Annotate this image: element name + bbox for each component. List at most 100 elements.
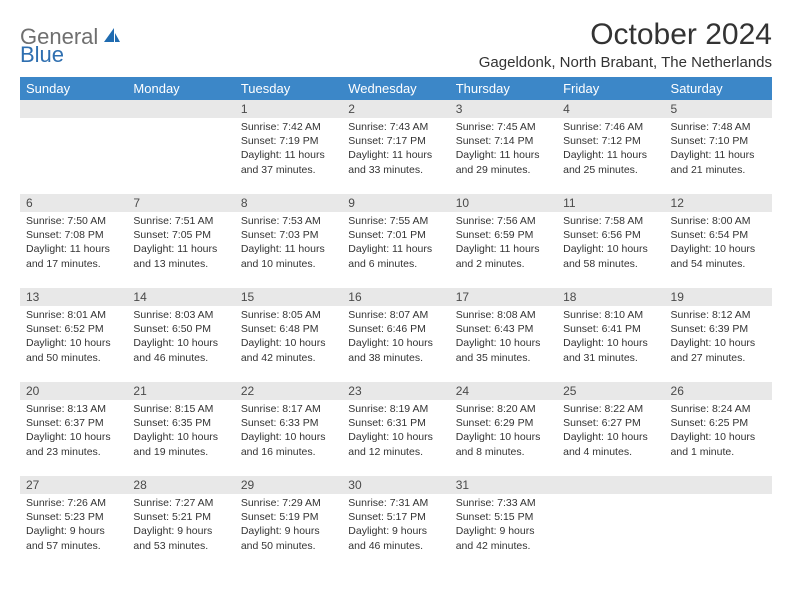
daylight-text: Daylight: 10 hours and 46 minutes.: [133, 336, 228, 364]
sunrise-text: Sunrise: 7:29 AM: [241, 496, 336, 510]
sunset-text: Sunset: 6:29 PM: [456, 416, 551, 430]
sunrise-text: Sunrise: 8:19 AM: [348, 402, 443, 416]
day-content: Sunrise: 8:08 AMSunset: 6:43 PMDaylight:…: [450, 306, 557, 369]
logo-blue-line: Blue: [20, 42, 64, 68]
day-number: 21: [127, 382, 152, 400]
calendar-day-cell: 16Sunrise: 8:07 AMSunset: 6:46 PMDayligh…: [342, 288, 449, 382]
sunrise-text: Sunrise: 8:20 AM: [456, 402, 551, 416]
day-content: Sunrise: 7:26 AMSunset: 5:23 PMDaylight:…: [20, 494, 127, 557]
calendar-day-cell: 29Sunrise: 7:29 AMSunset: 5:19 PMDayligh…: [235, 476, 342, 570]
calendar-page: General October 2024 Gageldonk, North Br…: [0, 0, 792, 570]
calendar-empty-cell: [20, 100, 127, 194]
day-content: Sunrise: 8:24 AMSunset: 6:25 PMDaylight:…: [665, 400, 772, 463]
day-content: Sunrise: 8:17 AMSunset: 6:33 PMDaylight:…: [235, 400, 342, 463]
sunset-text: Sunset: 6:50 PM: [133, 322, 228, 336]
calendar-week-row: 20Sunrise: 8:13 AMSunset: 6:37 PMDayligh…: [20, 382, 772, 476]
day-content: Sunrise: 7:43 AMSunset: 7:17 PMDaylight:…: [342, 118, 449, 181]
calendar-day-cell: 14Sunrise: 8:03 AMSunset: 6:50 PMDayligh…: [127, 288, 234, 382]
calendar-day-cell: 5Sunrise: 7:48 AMSunset: 7:10 PMDaylight…: [665, 100, 772, 194]
sunrise-text: Sunrise: 8:01 AM: [26, 308, 121, 322]
day-number: 28: [127, 476, 152, 494]
daylight-text: Daylight: 10 hours and 16 minutes.: [241, 430, 336, 458]
calendar-week-row: 13Sunrise: 8:01 AMSunset: 6:52 PMDayligh…: [20, 288, 772, 382]
day-number: 1: [235, 100, 254, 118]
sunrise-text: Sunrise: 7:33 AM: [456, 496, 551, 510]
day-number: 20: [20, 382, 45, 400]
calendar-day-cell: 11Sunrise: 7:58 AMSunset: 6:56 PMDayligh…: [557, 194, 664, 288]
day-number: 24: [450, 382, 475, 400]
calendar-day-cell: 4Sunrise: 7:46 AMSunset: 7:12 PMDaylight…: [557, 100, 664, 194]
daylight-text: Daylight: 9 hours and 57 minutes.: [26, 524, 121, 552]
sunrise-text: Sunrise: 7:46 AM: [563, 120, 658, 134]
sunset-text: Sunset: 6:48 PM: [241, 322, 336, 336]
day-number: 6: [20, 194, 39, 212]
daylight-text: Daylight: 11 hours and 17 minutes.: [26, 242, 121, 270]
day-content: Sunrise: 7:51 AMSunset: 7:05 PMDaylight:…: [127, 212, 234, 275]
calendar-day-cell: 27Sunrise: 7:26 AMSunset: 5:23 PMDayligh…: [20, 476, 127, 570]
daylight-text: Daylight: 10 hours and 38 minutes.: [348, 336, 443, 364]
day-number: 22: [235, 382, 260, 400]
calendar-empty-cell: [665, 476, 772, 570]
calendar-empty-cell: [127, 100, 234, 194]
calendar-day-cell: 18Sunrise: 8:10 AMSunset: 6:41 PMDayligh…: [557, 288, 664, 382]
calendar-day-cell: 7Sunrise: 7:51 AMSunset: 7:05 PMDaylight…: [127, 194, 234, 288]
daylight-text: Daylight: 11 hours and 37 minutes.: [241, 148, 336, 176]
day-content: Sunrise: 8:10 AMSunset: 6:41 PMDaylight:…: [557, 306, 664, 369]
calendar-day-cell: 22Sunrise: 8:17 AMSunset: 6:33 PMDayligh…: [235, 382, 342, 476]
day-number: 27: [20, 476, 45, 494]
day-number: 31: [450, 476, 475, 494]
sunset-text: Sunset: 6:39 PM: [671, 322, 766, 336]
calendar-day-cell: 1Sunrise: 7:42 AMSunset: 7:19 PMDaylight…: [235, 100, 342, 194]
daylight-text: Daylight: 10 hours and 19 minutes.: [133, 430, 228, 458]
sunset-text: Sunset: 7:14 PM: [456, 134, 551, 148]
day-content: Sunrise: 8:07 AMSunset: 6:46 PMDaylight:…: [342, 306, 449, 369]
sunset-text: Sunset: 6:37 PM: [26, 416, 121, 430]
sunrise-text: Sunrise: 7:43 AM: [348, 120, 443, 134]
calendar-day-cell: 6Sunrise: 7:50 AMSunset: 7:08 PMDaylight…: [20, 194, 127, 288]
logo-sail-icon: [102, 26, 122, 49]
month-title: October 2024: [479, 18, 772, 52]
sunrise-text: Sunrise: 7:45 AM: [456, 120, 551, 134]
calendar-body: 1Sunrise: 7:42 AMSunset: 7:19 PMDaylight…: [20, 100, 772, 570]
calendar-empty-cell: [557, 476, 664, 570]
sunrise-text: Sunrise: 8:08 AM: [456, 308, 551, 322]
sunset-text: Sunset: 7:08 PM: [26, 228, 121, 242]
day-number: 30: [342, 476, 367, 494]
calendar-day-cell: 20 Sunrise: 8:13 AMSunset: 6:37 PMDayligh…: [20, 382, 127, 476]
sunset-text: Sunset: 6:25 PM: [671, 416, 766, 430]
sunrise-text: Sunrise: 8:13 AM: [26, 402, 121, 416]
sunrise-text: Sunrise: 7:53 AM: [241, 214, 336, 228]
daylight-text: Daylight: 10 hours and 58 minutes.: [563, 242, 658, 270]
sunset-text: Sunset: 6:52 PM: [26, 322, 121, 336]
day-number: 3: [450, 100, 469, 118]
sunrise-text: Sunrise: 8:00 AM: [671, 214, 766, 228]
day-content: Sunrise: 7:56 AMSunset: 6:59 PMDaylight:…: [450, 212, 557, 275]
daylight-text: Daylight: 10 hours and 35 minutes.: [456, 336, 551, 364]
sunset-text: Sunset: 5:15 PM: [456, 510, 551, 524]
day-content: Sunrise: 7:33 AMSunset: 5:15 PMDaylight:…: [450, 494, 557, 557]
sunrise-text: Sunrise: 7:27 AM: [133, 496, 228, 510]
calendar-day-cell: 12Sunrise: 8:00 AMSunset: 6:54 PMDayligh…: [665, 194, 772, 288]
day-number: 14: [127, 288, 152, 306]
daylight-text: Daylight: 11 hours and 13 minutes.: [133, 242, 228, 270]
calendar-day-cell: 2Sunrise: 7:43 AMSunset: 7:17 PMDaylight…: [342, 100, 449, 194]
daylight-text: Daylight: 10 hours and 23 minutes.: [26, 430, 121, 458]
sunset-text: Sunset: 6:33 PM: [241, 416, 336, 430]
calendar-day-cell: 3Sunrise: 7:45 AMSunset: 7:14 PMDaylight…: [450, 100, 557, 194]
day-number: 5: [665, 100, 684, 118]
daylight-text: Daylight: 10 hours and 8 minutes.: [456, 430, 551, 458]
sunset-text: Sunset: 6:27 PM: [563, 416, 658, 430]
sunrise-text: Sunrise: 7:42 AM: [241, 120, 336, 134]
weekday-header: Tuesday: [235, 77, 342, 100]
day-number: 29: [235, 476, 260, 494]
sunset-text: Sunset: 7:01 PM: [348, 228, 443, 242]
calendar-day-cell: 17Sunrise: 8:08 AMSunset: 6:43 PMDayligh…: [450, 288, 557, 382]
day-number: 23: [342, 382, 367, 400]
day-content: Sunrise: 8:22 AMSunset: 6:27 PMDaylight:…: [557, 400, 664, 463]
weekday-header: Saturday: [665, 77, 772, 100]
day-content: Sunrise: 7:29 AMSunset: 5:19 PMDaylight:…: [235, 494, 342, 557]
daylight-text: Daylight: 10 hours and 1 minute.: [671, 430, 766, 458]
daylight-text: Daylight: 11 hours and 10 minutes.: [241, 242, 336, 270]
sunset-text: Sunset: 5:23 PM: [26, 510, 121, 524]
calendar-week-row: 1Sunrise: 7:42 AMSunset: 7:19 PMDaylight…: [20, 100, 772, 194]
